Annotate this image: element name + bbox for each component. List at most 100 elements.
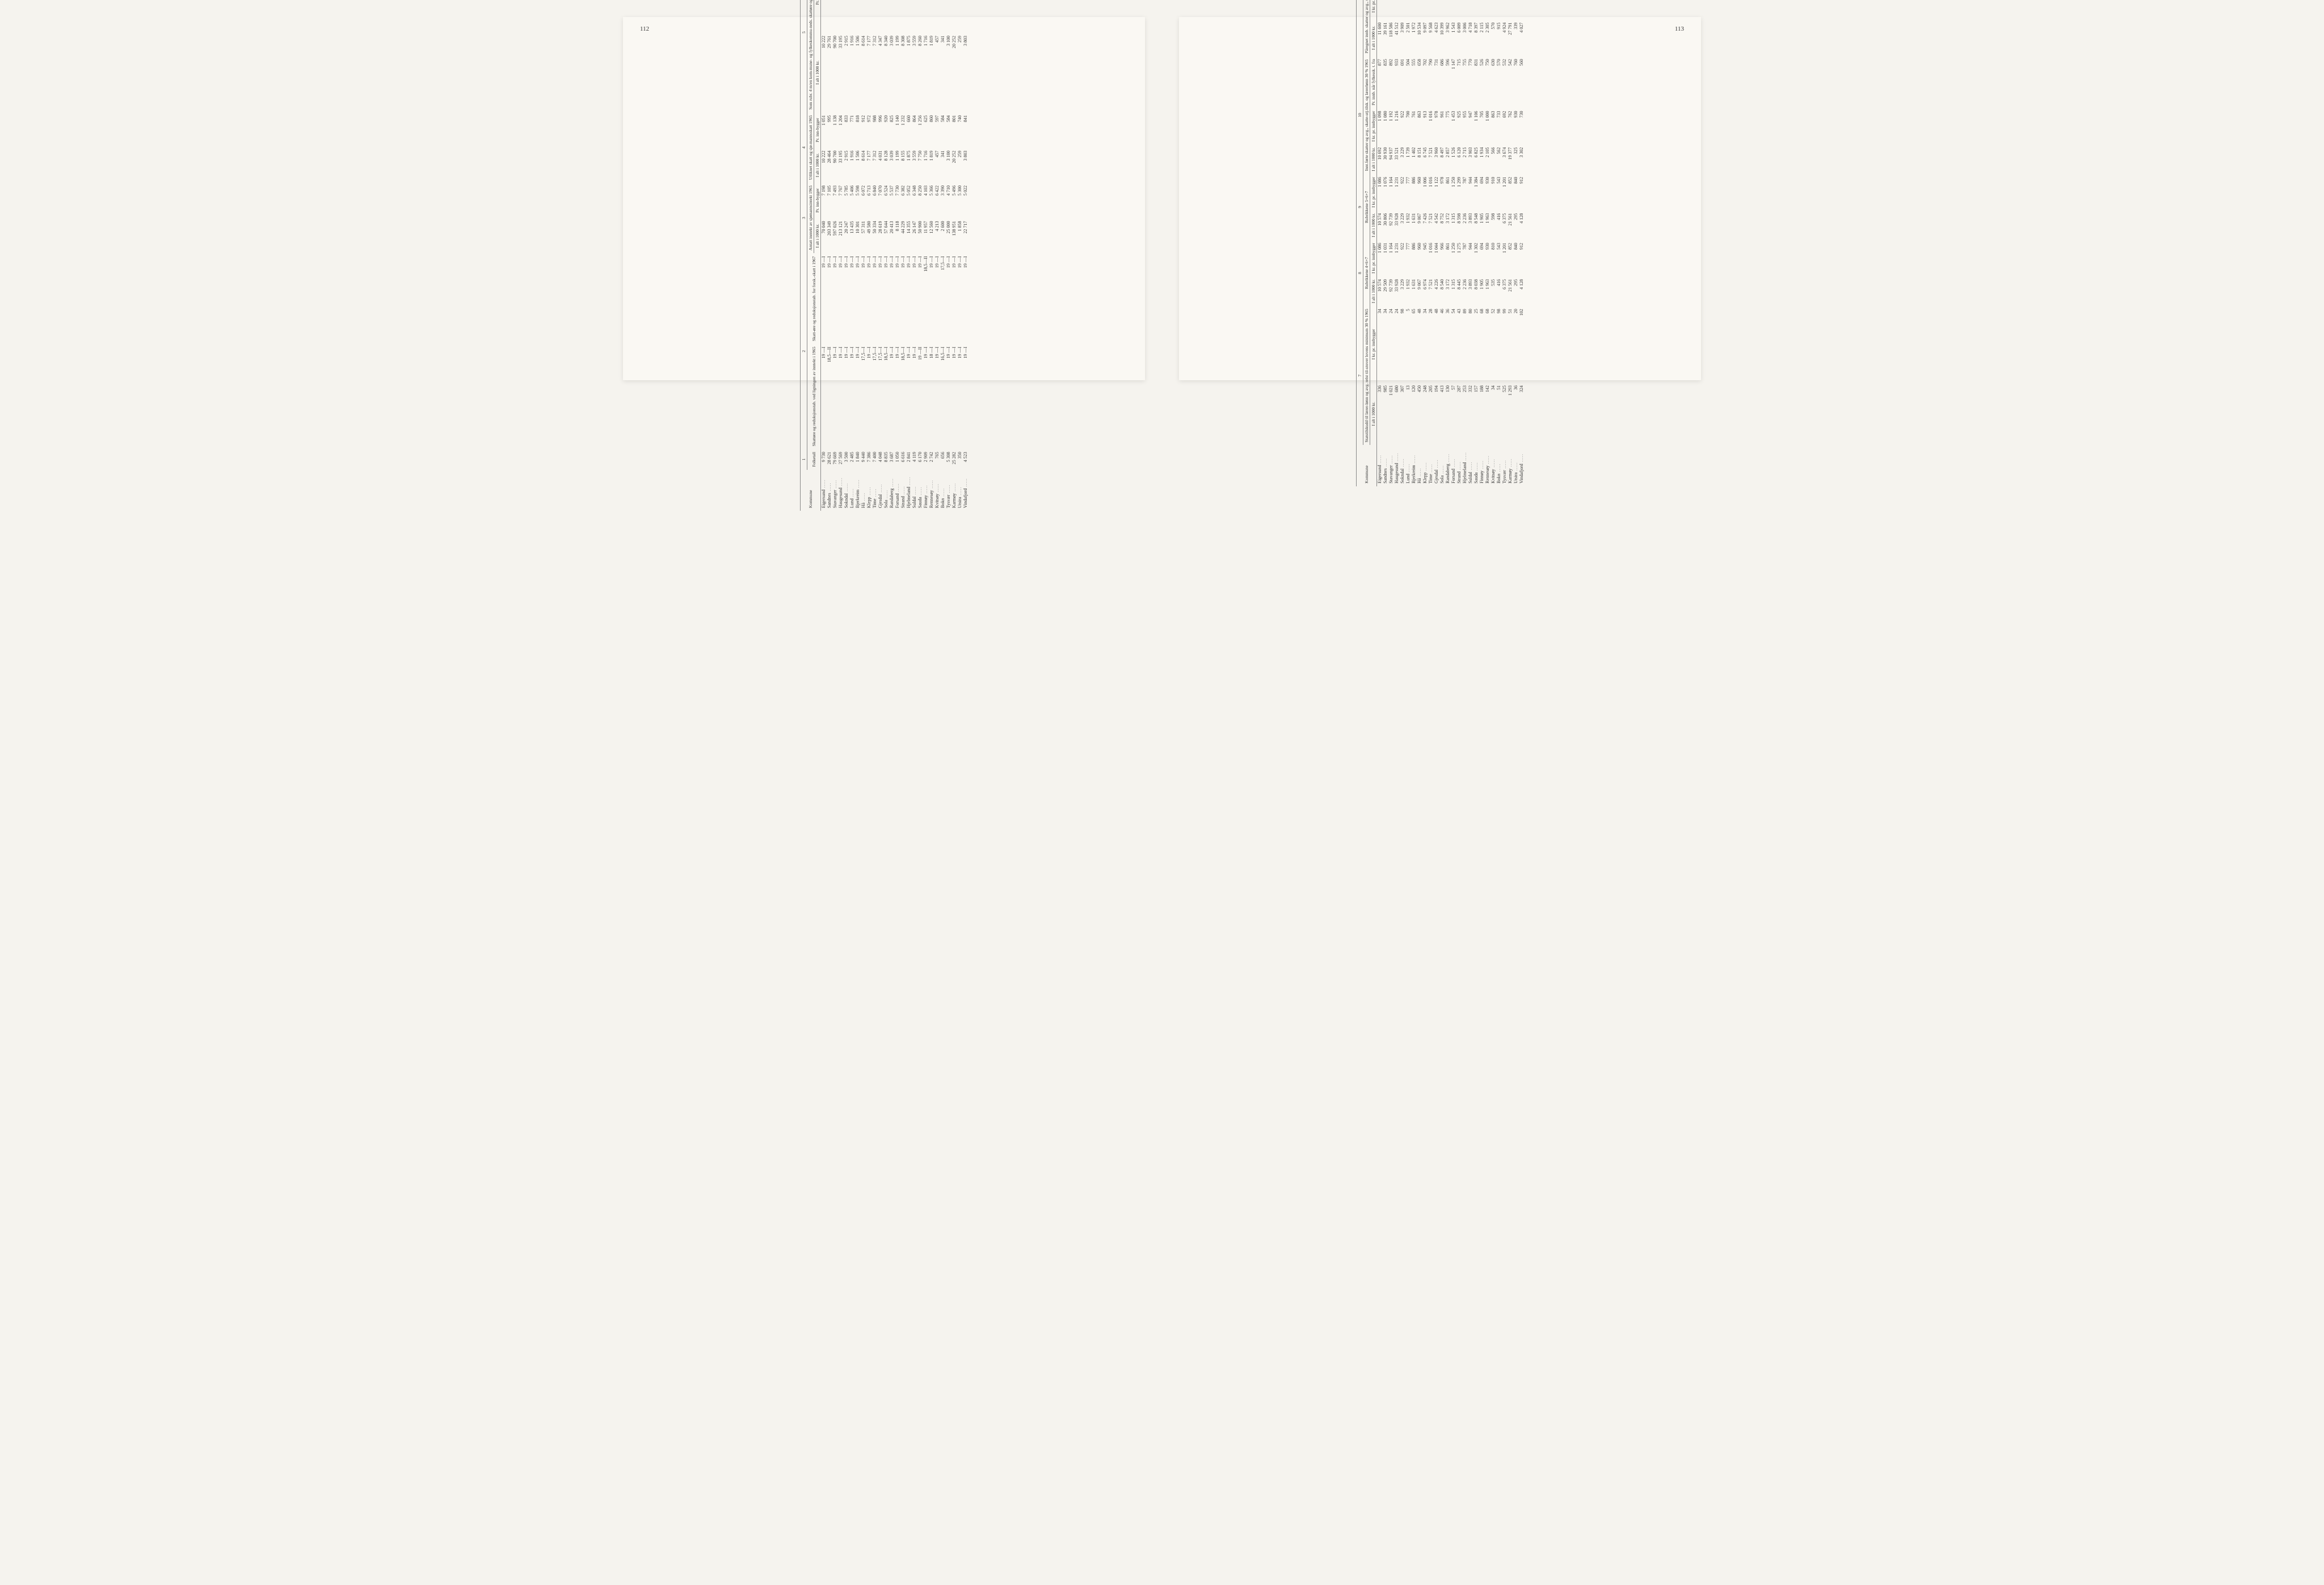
data-cell: 194 <box>1434 382 1439 445</box>
data-cell: 416 <box>1496 211 1502 240</box>
data-cell: 10 399 <box>1439 20 1445 56</box>
th-rubr567: Rubrikkene 5+6+7 <box>1363 174 1370 240</box>
kommune-cell: Gjesdal <box>1434 445 1439 486</box>
table-row: Strand287438 4451 2758 5981 2996 1209257… <box>1456 0 1462 486</box>
data-cell: 24 <box>1394 306 1400 382</box>
data-cell: 852 <box>1508 240 1513 276</box>
data-cell: 1 469 <box>1451 0 1456 20</box>
data-cell: 9 067 <box>1417 276 1422 306</box>
kommune-cell: Utsira <box>1513 445 1519 486</box>
data-cell: 19 —I <box>952 253 957 344</box>
kommune-cell: Vindafjord <box>963 470 969 511</box>
data-cell: 1 250 <box>1451 174 1456 211</box>
data-cell: 2 236 <box>1462 276 1468 306</box>
data-cell: 922 <box>1400 174 1405 211</box>
data-cell: 19 —I <box>861 253 866 344</box>
data-cell: 1 716 <box>923 148 929 183</box>
data-cell: 810 <box>1491 240 1496 276</box>
kommune-cell: Sandnes <box>1383 445 1388 486</box>
data-cell: 6 348 <box>912 183 917 218</box>
data-cell: 9 730 <box>820 449 827 470</box>
table-row: Rennesøy2 74218 —I19 —I12 5605 3661 8198… <box>929 0 934 511</box>
table-row: Strand6 61618,5—I19 —I44 2296 3828 1551 … <box>900 0 906 511</box>
data-cell: 13 <box>1405 382 1411 445</box>
data-cell: 19 —I <box>957 253 963 344</box>
table-row: Karmøy1 2935121 56185221 56185219 377762… <box>1508 0 1513 486</box>
kommune-cell: Eigersund <box>1376 445 1383 486</box>
data-cell: 930 <box>1485 240 1491 276</box>
data-cell: 955 <box>1462 108 1468 144</box>
data-cell: 34 <box>1383 306 1388 382</box>
kommune-cell: Sokndal <box>1400 445 1405 486</box>
data-cell: 1 098 <box>1376 108 1383 144</box>
data-cell: 1 192 <box>1388 108 1394 144</box>
data-cell: 560 <box>1519 56 1525 108</box>
data-cell: 915 <box>1496 20 1502 56</box>
data-cell: 6 375 <box>1502 276 1508 306</box>
data-cell: 4 924 <box>1502 20 1508 56</box>
table-row: Sandnes9853429 5091 03130 8061 07630 930… <box>1383 0 1388 486</box>
data-cell: 16,5—I <box>940 344 946 449</box>
data-cell: 5 496 <box>952 183 957 218</box>
data-cell: 7 400 <box>872 449 878 470</box>
data-cell: 912 <box>861 112 866 148</box>
data-cell: 933 <box>1394 56 1400 108</box>
data-cell: 818 <box>855 0 861 33</box>
data-cell: 3 229 <box>1400 144 1405 174</box>
right-table: Kommune 7 8 9 10 11 Statstilskudd til læ… <box>1356 0 1525 486</box>
data-cell: 8 260 <box>917 33 923 112</box>
data-cell: 892 <box>1388 56 1394 108</box>
data-cell: 6 072 <box>861 183 866 218</box>
sh-prinn2: Pr. inn-bygger <box>814 112 820 148</box>
data-cell: 99 <box>1502 306 1508 382</box>
kommune-cell: Rennesøy <box>1485 445 1491 486</box>
table-row: Stavanger79 66919 —I19 —I597 0267 49390 … <box>832 0 838 511</box>
data-cell: 825 <box>889 0 895 33</box>
kommune-cell: Tysvær <box>1502 445 1508 486</box>
data-cell: 65 <box>1411 306 1417 382</box>
data-cell: 68 <box>1485 306 1491 382</box>
data-cell: 7 177 <box>866 148 872 183</box>
data-cell: 1 051 <box>820 112 827 148</box>
data-cell: 840 <box>1513 240 1519 276</box>
data-cell: 27 791 <box>1508 20 1513 56</box>
data-cell: 5 785 <box>844 183 849 218</box>
data-cell: 19 —I <box>820 344 827 449</box>
table-row: Lund2 48519 —I19 —I13 4355 4061 9167711 … <box>849 0 855 511</box>
data-cell: 33 195 <box>838 148 844 183</box>
kommune-cell: Sauda <box>917 470 923 511</box>
data-cell: 2 715 <box>1462 144 1468 174</box>
data-cell: 25 000 <box>946 218 952 254</box>
data-cell: 8 835 <box>883 449 889 470</box>
data-cell: 1 142 <box>1400 0 1405 20</box>
data-cell: 2 909 <box>923 449 929 470</box>
data-cell: 19 —I <box>889 253 895 344</box>
data-cell: 1 050 <box>895 449 900 470</box>
data-cell: 28 <box>1428 306 1434 382</box>
data-cell: 57 <box>1451 382 1456 445</box>
data-cell: 36 <box>1445 306 1451 382</box>
g8: 8 <box>1356 240 1363 306</box>
data-cell: 1 875 <box>906 148 912 183</box>
sh-ialt1: I alt i 1000 kr. <box>814 218 820 254</box>
data-cell: 771 <box>849 0 855 33</box>
data-cell: 28 619 <box>878 218 883 254</box>
g5: 5 <box>800 0 807 112</box>
data-cell: 1 232 <box>1422 0 1428 20</box>
data-cell: 3 960 <box>1434 144 1439 174</box>
data-cell: 188 <box>1479 382 1485 445</box>
data-cell: 1 361 <box>1473 0 1479 20</box>
data-cell: 7 070 <box>878 183 883 218</box>
th-kommune: Kommune <box>800 470 820 511</box>
data-cell: 1 631 <box>1411 211 1417 240</box>
data-cell: 3 903 <box>1468 144 1473 174</box>
table-row: Sauda157258 0381 3028 5481 3846 8251 106… <box>1473 0 1479 486</box>
kommune-cell: Forsand <box>1451 445 1456 486</box>
data-cell: 19 —I <box>827 253 832 344</box>
g3: 3 <box>800 183 807 254</box>
data-cell: 3 006 <box>1462 20 1468 56</box>
g9: 9 <box>1356 174 1363 240</box>
data-cell: 19 —I <box>934 344 940 449</box>
left-table: Kommune 1 2 3 4 5 6 Folketall Skattøre o… <box>800 0 969 511</box>
data-cell: 694 <box>1479 240 1485 276</box>
